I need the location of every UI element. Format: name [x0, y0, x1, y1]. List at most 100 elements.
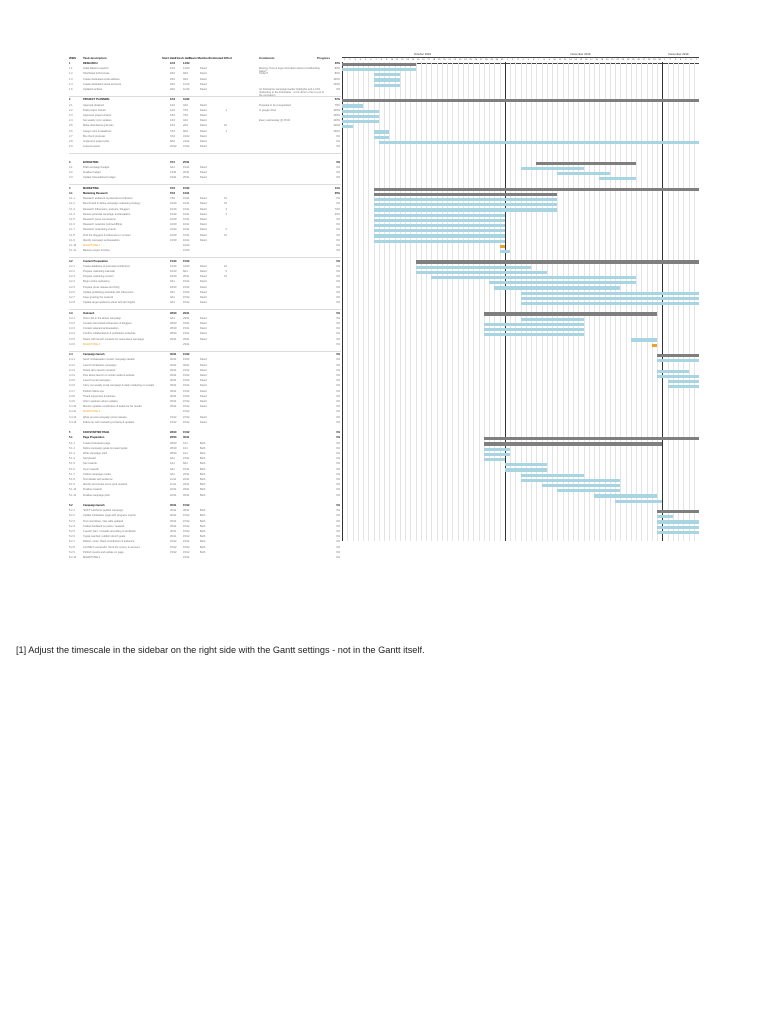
day-tick-label: 29 [653, 59, 656, 61]
day-gridline [420, 62, 422, 541]
table-row [69, 426, 341, 431]
cell-finish: 30/11 [183, 436, 190, 440]
day-tick-label: 19 [600, 59, 604, 61]
task-bar [667, 385, 699, 389]
cell-finish: 15/12 [183, 540, 190, 544]
cell-wbs: 4.3.3 [69, 327, 75, 331]
day-tick-label: 2 [512, 59, 514, 61]
cell-progress: 0% [336, 415, 340, 419]
cell-finish: 15/12 [183, 296, 190, 299]
day-tick-label: 14 [574, 59, 577, 61]
day-gridline [657, 62, 658, 541]
cell-task: Launch email campaign [83, 379, 111, 383]
cell-start: 15/10 [170, 264, 177, 268]
day-gridline [452, 62, 454, 541]
cell-finish: 15/12 [183, 415, 190, 419]
cell-team: Beth [200, 509, 206, 513]
table-row: 4.4.6 Carry out weekly email campaign & d… [69, 384, 341, 389]
cell-finish: 29/11 [183, 311, 190, 315]
cell-team: Beth [200, 462, 206, 466]
cell-wbs: 2.9 [69, 145, 73, 149]
day-tick-label: 26 [474, 59, 478, 61]
day-gridline [394, 62, 396, 541]
cell-effort: 3 [225, 207, 227, 211]
header-comments: Comments [259, 56, 275, 60]
cell-progress: 0% [336, 176, 340, 180]
day-tick-label: 23 [458, 59, 462, 61]
cell-finish: 15/12 [183, 389, 190, 393]
cell-team: David [200, 166, 207, 169]
day-gridline [499, 62, 501, 541]
cell-task: MILESTONE 2 [83, 342, 101, 346]
day-tick-label: 6 [370, 59, 372, 61]
table-row: 4.3.5 Notice with launch contacts for new… [69, 338, 341, 343]
cell-progress: 100% [333, 82, 340, 86]
cell-wbs: 4.4.2 [69, 363, 75, 367]
cell-team: David [200, 296, 207, 299]
cell-finish: 15/11 [183, 457, 190, 461]
cell-wbs: 1.1 [69, 67, 73, 71]
cell-team: David [200, 285, 207, 289]
cell-progress: 0% [336, 519, 340, 523]
cell-finish: 15/12 [183, 368, 190, 372]
table-row: 4.2 Content Preparation 15/10 15/12 0% [69, 260, 341, 265]
cell-start: 4/11 [170, 316, 175, 320]
cell-start: 10/10 [170, 218, 177, 221]
cell-progress: 0% [336, 410, 340, 414]
cell-finish: 22/11 [183, 472, 190, 476]
day-gridline [447, 62, 448, 541]
day-gridline [546, 62, 548, 541]
cell-progress: 0% [336, 530, 340, 533]
task-bar [504, 463, 547, 467]
day-tick-label: 15 [416, 59, 420, 61]
month-label: November 2019 [570, 52, 591, 56]
cell-task: Carry out weekly email campaign & daily … [83, 384, 155, 388]
cell-progress: 0% [336, 509, 340, 513]
task-bar [342, 114, 379, 118]
cell-task: Assign roles & deadlines [83, 129, 112, 133]
cell-finish: 9/10 [183, 129, 189, 133]
cell-task: Inform partners about updates [83, 400, 118, 403]
task-bar [342, 125, 353, 129]
cell-team: David [200, 374, 207, 377]
cell-team: David [200, 223, 207, 227]
cell-task: Marketing Research [83, 192, 108, 195]
cell-progress: 0% [336, 405, 340, 409]
cell-team: Beth [200, 446, 206, 450]
cell-start: 30/11 [170, 519, 177, 523]
cell-start: 15/10 [170, 259, 177, 263]
task-bar [373, 208, 558, 212]
cell-wbs: 4.3.2 [69, 322, 75, 325]
cell-progress: 0% [336, 145, 340, 149]
cell-team: David [200, 119, 207, 123]
cell-effort: 1 [225, 108, 227, 112]
cell-wbs: 2.8 [69, 140, 73, 143]
cell-start: 1/10 [170, 108, 176, 112]
cell-finish: 14/10 [183, 62, 190, 65]
cell-progress: 0% [336, 322, 340, 325]
cell-task: Finalise campaign pitch [83, 493, 111, 497]
cell-task: Research audience & potential contributo… [83, 197, 133, 201]
table-row: 5.1.8 Test details with audience 11/11 22/1… [69, 478, 341, 483]
day-gridline [515, 62, 517, 541]
cell-team: David [200, 327, 207, 331]
day-gridline [436, 62, 438, 541]
cell-start: 7/10 [170, 197, 176, 201]
cell-wbs: 4.4.1 [69, 358, 75, 362]
day-tick-label: 1 [506, 59, 508, 61]
section-divider [69, 152, 341, 154]
cell-team: David [200, 290, 207, 294]
cell-team: David [200, 415, 207, 419]
task-bar [520, 473, 584, 477]
cell-start: 14/11 [170, 171, 177, 175]
cell-task: Update Kickstarter page with progress re… [83, 514, 136, 518]
cell-finish: 15/12 [183, 519, 190, 523]
cell-progress: 0% [336, 270, 340, 273]
task-bar [431, 276, 636, 280]
cell-team: Beth [200, 550, 206, 554]
day-gridline [599, 62, 601, 541]
cell-task: Send 'Ambassador contact' campaign detai… [83, 358, 135, 362]
cell-task: Monitor updates contribution & audience … [83, 405, 142, 409]
cell-start: 28/10 [170, 452, 177, 455]
cell-task: Wrap up post-campaign press release [83, 415, 127, 419]
